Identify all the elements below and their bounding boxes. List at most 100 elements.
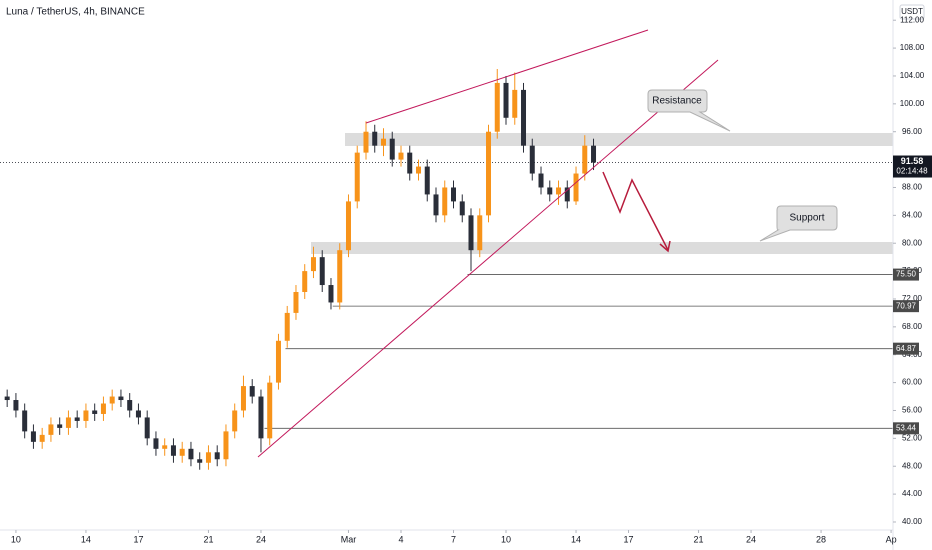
x-tick-label: 17	[624, 534, 634, 544]
x-tick-label: Ap	[886, 534, 897, 544]
candle-body	[415, 166, 421, 174]
candle-body	[258, 396, 264, 439]
candle-body	[372, 131, 378, 146]
projection-arrow	[602, 171, 669, 251]
candle-body	[153, 438, 159, 449]
candle-body	[459, 201, 465, 216]
candle-body	[223, 431, 229, 460]
x-tick-label: 24	[256, 534, 266, 544]
candle-body	[398, 152, 404, 160]
candle-body	[529, 145, 535, 174]
candle-body	[240, 386, 246, 411]
candle-body	[48, 424, 54, 435]
candle-body	[135, 410, 141, 418]
candle-body	[188, 448, 194, 460]
candle-body	[13, 400, 19, 411]
candle-body	[22, 410, 28, 432]
x-tick-label: 24	[746, 534, 756, 544]
candle-body	[39, 434, 45, 442]
candle-body	[354, 152, 360, 202]
level-label-bg	[893, 300, 919, 313]
candle-body	[30, 431, 36, 442]
candle-body	[179, 448, 185, 456]
candle-body	[521, 89, 527, 146]
callout	[759, 205, 838, 242]
candle-body	[319, 257, 325, 286]
candle-body	[100, 403, 106, 414]
x-tick-label: 10	[501, 534, 511, 544]
level-label: 64.87	[896, 344, 917, 353]
x-tick-label: 21	[203, 534, 213, 544]
y-axis: 40.0044.0048.0052.0056.0060.0064.0068.00…	[893, 15, 925, 526]
y-tick-label: 68.00	[902, 322, 923, 331]
y-tick-label: 72.00	[902, 294, 923, 303]
resistance-zone	[345, 133, 893, 146]
candle-body	[337, 250, 343, 303]
trend-line	[257, 59, 719, 458]
y-tick-label: 112.00	[900, 15, 924, 24]
y-tick-label: 96.00	[902, 127, 923, 136]
candle-body	[486, 131, 492, 216]
candle-body	[4, 396, 10, 401]
candle-body	[442, 187, 448, 216]
x-tick-label: 10	[11, 534, 21, 544]
candle-body	[144, 417, 150, 439]
candle-body	[57, 424, 63, 428]
candle-body	[83, 410, 89, 421]
level-label: 53.44	[896, 423, 917, 432]
plot-area	[0, 68, 893, 470]
candle-body	[310, 257, 316, 272]
candle-body	[433, 194, 439, 216]
x-tick-label: Mar	[341, 534, 357, 544]
last-price-label: 91.58	[901, 156, 924, 166]
candle-body	[538, 173, 544, 188]
candle-body	[407, 152, 413, 174]
candle-body	[92, 410, 98, 414]
candle-body	[345, 201, 351, 251]
level-label-bg	[893, 268, 919, 281]
y-tick-label: 104.00	[900, 71, 925, 80]
x-tick-label: 14	[571, 534, 581, 544]
countdown: 02:14:48	[896, 167, 928, 176]
x-tick-label: 7	[451, 534, 456, 544]
candle-body	[232, 410, 238, 432]
annotation: Resistance	[652, 96, 702, 107]
candle-body	[302, 271, 308, 293]
candle-body	[293, 292, 299, 313]
candle-body	[249, 386, 255, 397]
y-tick-label: 40.00	[902, 517, 923, 526]
candle-body	[503, 82, 509, 118]
candle-body	[197, 459, 203, 463]
y-tick-label: 88.00	[902, 183, 923, 192]
y-tick-label: 100.00	[900, 99, 925, 108]
y-tick-label: 56.00	[902, 406, 923, 415]
candle-body	[424, 166, 430, 195]
chart-title: Luna / TetherUS, 4h, BINANCE	[6, 7, 145, 18]
y-tick-label: 48.00	[902, 461, 923, 470]
candle-body	[582, 145, 588, 174]
y-tick-label: 80.00	[902, 238, 923, 247]
candle-body	[363, 131, 369, 153]
y-tick-label: 52.00	[902, 433, 923, 442]
x-tick-label: 4	[398, 534, 403, 544]
candle-body	[494, 82, 500, 132]
level-label: 70.97	[896, 301, 917, 310]
candle-body	[556, 187, 562, 195]
currency-box	[899, 4, 925, 20]
candle-body	[214, 452, 220, 460]
x-tick-label: 14	[81, 534, 91, 544]
candle-body	[591, 145, 597, 163]
y-tick-label: 84.00	[902, 210, 923, 219]
candle-body	[512, 89, 518, 118]
level-label-bg	[893, 342, 919, 355]
y-tick-label: 44.00	[902, 489, 923, 498]
candle-body	[162, 445, 168, 449]
callout	[647, 89, 731, 132]
candle-body	[118, 396, 124, 401]
x-tick-label: 17	[133, 534, 143, 544]
annotation: Support	[789, 213, 824, 224]
last-price-bg	[893, 155, 932, 178]
candle-body	[389, 138, 395, 160]
